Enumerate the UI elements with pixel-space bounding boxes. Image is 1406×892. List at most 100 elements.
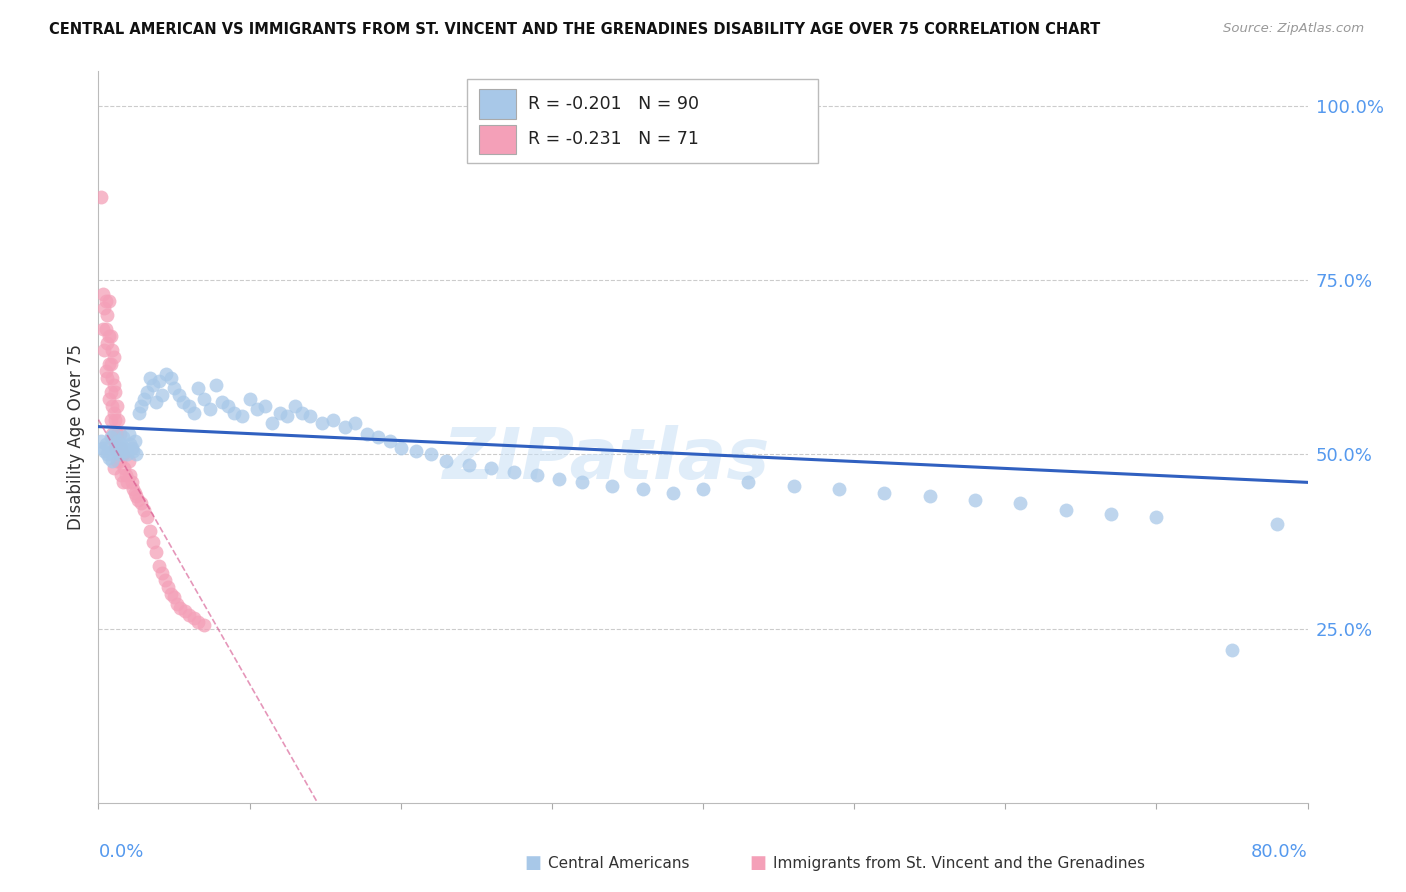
Point [262, 416, 284, 430]
FancyBboxPatch shape [479, 89, 516, 119]
Point [631, 483, 654, 497]
Point [150, 388, 173, 402]
Point [211, 395, 233, 409]
Point [100, 329, 122, 343]
Point [166, 597, 188, 611]
Y-axis label: Disability Age Over 75: Disability Age Over 75 [66, 344, 84, 530]
Point [105, 399, 128, 413]
Point [135, 510, 157, 524]
Point [231, 409, 253, 424]
Point [344, 416, 367, 430]
Point [148, 375, 170, 389]
Point [224, 406, 246, 420]
Point [405, 444, 427, 458]
Point [111, 475, 134, 490]
Point [100, 357, 122, 371]
Point [96, 448, 118, 462]
Text: R = -0.201   N = 90: R = -0.201 N = 90 [527, 95, 699, 113]
Text: ZIPatlas: ZIPatlas [443, 425, 770, 493]
Point [107, 412, 129, 426]
Point [93, 301, 115, 316]
Point [121, 475, 143, 490]
Point [101, 343, 124, 357]
Point [94, 294, 117, 309]
Point [356, 426, 378, 441]
Point [103, 350, 125, 364]
Point [389, 441, 412, 455]
Point [783, 479, 806, 493]
Point [253, 399, 276, 413]
Point [118, 454, 141, 468]
Point [246, 402, 269, 417]
Point [115, 448, 138, 462]
Point [103, 461, 125, 475]
Point [91, 441, 114, 455]
Point [737, 475, 759, 490]
Point [179, 607, 201, 622]
Point [132, 503, 155, 517]
Point [124, 434, 146, 448]
Point [103, 426, 125, 441]
Point [105, 426, 128, 441]
FancyBboxPatch shape [479, 125, 516, 153]
Point [96, 308, 118, 322]
Point [367, 430, 389, 444]
Point [481, 461, 503, 475]
Point [1144, 510, 1167, 524]
FancyBboxPatch shape [467, 78, 818, 163]
Point [118, 426, 141, 441]
Point [122, 483, 145, 497]
Point [160, 587, 183, 601]
Point [93, 343, 115, 357]
Point [114, 444, 136, 458]
Text: CENTRAL AMERICAN VS IMMIGRANTS FROM ST. VINCENT AND THE GRENADINES DISABILITY AG: CENTRAL AMERICAN VS IMMIGRANTS FROM ST. … [49, 22, 1101, 37]
Point [110, 468, 132, 483]
Point [311, 416, 333, 430]
Point [150, 566, 173, 580]
Point [94, 364, 117, 378]
Point [112, 461, 135, 475]
Point [873, 485, 896, 500]
Point [139, 524, 162, 538]
Text: Immigrants from St. Vincent and the Grenadines: Immigrants from St. Vincent and the Gren… [773, 856, 1146, 871]
Point [163, 381, 186, 395]
Point [94, 322, 117, 336]
Text: 0.0%: 0.0% [98, 843, 143, 861]
Point [156, 580, 179, 594]
Point [124, 485, 146, 500]
Point [120, 437, 142, 451]
Point [104, 441, 127, 455]
Point [1054, 503, 1077, 517]
Point [139, 371, 162, 385]
Point [217, 399, 239, 413]
Point [101, 426, 124, 441]
Point [918, 489, 941, 503]
Point [101, 454, 124, 468]
Text: ■: ■ [524, 855, 541, 872]
Point [101, 399, 124, 413]
Point [127, 492, 149, 507]
Point [457, 458, 479, 472]
Point [193, 618, 215, 632]
Point [91, 322, 114, 336]
Text: Source: ZipAtlas.com: Source: ZipAtlas.com [1223, 22, 1364, 36]
Point [1220, 642, 1243, 657]
Point [187, 615, 209, 629]
Point [503, 465, 526, 479]
Point [111, 448, 134, 462]
Point [104, 441, 127, 455]
Point [104, 412, 127, 426]
Point [173, 604, 195, 618]
Point [98, 450, 121, 465]
Point [110, 441, 132, 455]
Point [135, 384, 157, 399]
Point [571, 475, 593, 490]
Point [100, 412, 122, 426]
Point [96, 336, 118, 351]
Point [132, 392, 155, 406]
Point [90, 190, 112, 204]
Point [108, 448, 131, 462]
Point [103, 406, 125, 420]
Point [548, 472, 571, 486]
Point [110, 437, 132, 451]
